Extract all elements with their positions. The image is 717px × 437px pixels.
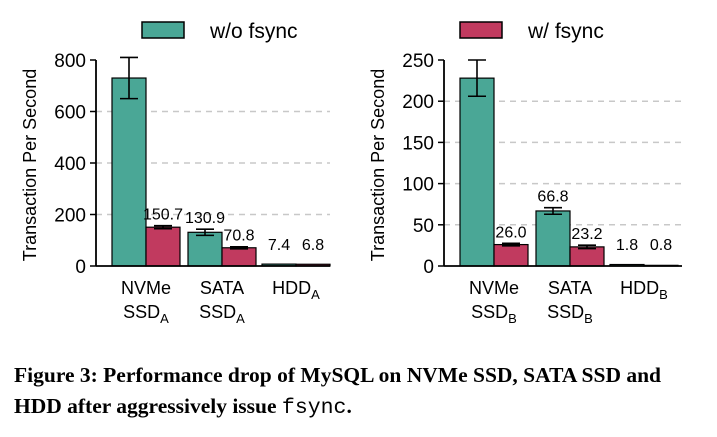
y-tick-label: 0 (75, 257, 86, 278)
data-label: 150.7 (143, 207, 183, 224)
bar (187, 231, 223, 267)
y-tick-label: 800 (54, 51, 86, 72)
legend-swatch-with-fsync (459, 21, 503, 39)
category-label: SSDA (123, 302, 169, 326)
category-label: NVMe (469, 278, 519, 298)
data-label: 6.8 (302, 237, 324, 254)
y-axis-title: Transaction Per Second (368, 69, 388, 261)
chart-right: 0 50 100 150 200 250 Transaction Per Second 26.… (368, 51, 682, 326)
bar (459, 77, 495, 267)
y-tick-label: 50 (413, 216, 434, 237)
category-label: SATA (200, 278, 244, 298)
legend-label-with-fsync: w/ fsync (527, 20, 604, 43)
category-label: SATA (548, 278, 592, 298)
caption-end: . (346, 394, 352, 418)
category-label: HDDB (620, 278, 668, 302)
category-label: NVMe (121, 278, 171, 298)
caption-text: Figure 3: Performance drop of MySQL on N… (14, 363, 662, 418)
y-tick-label: 250 (402, 51, 434, 72)
y-tick-label: 200 (54, 206, 86, 227)
bar (493, 243, 529, 267)
category-label: SSDA (199, 302, 245, 326)
data-label: 1.8 (616, 237, 638, 254)
y-tick-label: 100 (402, 175, 434, 196)
bar (535, 210, 571, 267)
data-label: 26.0 (495, 224, 526, 241)
data-label: 0.8 (650, 237, 672, 254)
data-label: 66.8 (537, 189, 568, 206)
bar (221, 247, 257, 267)
caption-code: fsync (281, 396, 347, 420)
y-tick-label: 150 (402, 133, 434, 154)
category-label: SSDB (547, 302, 593, 326)
bar (111, 77, 147, 267)
category-label: SSDB (471, 302, 517, 326)
legend-label-without-fsync: w/o fsync (209, 20, 298, 43)
bar (569, 246, 605, 267)
y-axis-title: Transaction Per Second (20, 69, 40, 261)
y-tick-label: 600 (54, 103, 86, 124)
y-tick-label: 200 (402, 92, 434, 113)
chart-left: 0 200 400 600 800 Transaction Per Second 150.7… (20, 51, 331, 326)
bar (145, 226, 181, 267)
figure-caption: Figure 3: Performance drop of MySQL on N… (14, 360, 704, 424)
figure: w/o fsync w/ fsync 0 200 400 600 800 Transact… (20, 20, 682, 326)
y-tick-label: 400 (54, 154, 86, 175)
data-label: 7.4 (268, 237, 290, 254)
data-label: 70.8 (223, 228, 254, 245)
legend-swatch-without-fsync (141, 21, 185, 39)
data-label: 23.2 (571, 226, 602, 243)
data-label: 130.9 (185, 210, 225, 227)
y-tick-label: 0 (423, 257, 434, 278)
category-label: HDDA (272, 278, 320, 302)
legend: w/o fsync w/ fsync (141, 20, 604, 43)
